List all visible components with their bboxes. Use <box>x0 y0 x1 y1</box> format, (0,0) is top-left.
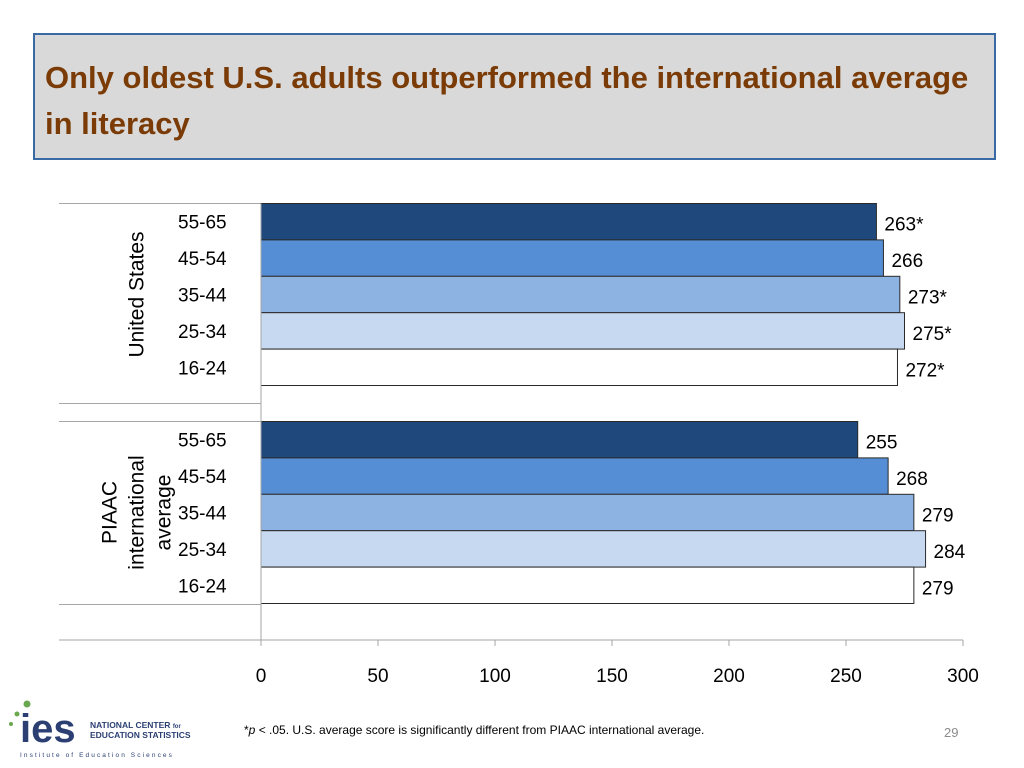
value-label: 284 <box>934 542 966 563</box>
footnote-p: p <box>248 723 256 737</box>
value-label: 263* <box>884 215 924 236</box>
logo-dot-icon <box>23 700 31 708</box>
x-tick-label: 150 <box>596 666 628 687</box>
bar <box>260 348 898 387</box>
value-label: 268 <box>896 469 928 490</box>
value-label: 275* <box>913 324 953 345</box>
group-label: average <box>153 475 176 551</box>
x-tick-label: 200 <box>713 666 745 687</box>
footnote: *p < .05. U.S. average score is signific… <box>244 723 704 737</box>
bar <box>260 275 901 314</box>
value-label: 266 <box>891 251 923 272</box>
ies-logo: ies NATIONAL CENTER for EDUCATION STATIS… <box>9 700 191 759</box>
bar <box>260 239 884 277</box>
value-label: 272* <box>905 360 945 381</box>
value-label: 273* <box>908 288 948 309</box>
x-tick-label: 250 <box>830 666 862 687</box>
x-tick-label: 0 <box>256 666 267 687</box>
x-tick-label: 50 <box>367 666 388 687</box>
bar <box>260 421 859 459</box>
category-label: 25-34 <box>178 322 227 343</box>
category-label: 16-24 <box>178 576 227 597</box>
category-label: 16-24 <box>178 358 227 379</box>
title-panel: Only oldest U.S. adults outperformed the… <box>33 33 996 160</box>
logo-line2: EDUCATION STATISTICS <box>90 730 191 740</box>
logo-dot-icon <box>14 711 20 717</box>
logo-line1: NATIONAL CENTER for <box>90 720 181 730</box>
group-label: PIAAC <box>99 481 122 544</box>
category-label: 25-34 <box>178 540 227 561</box>
footnote-text: < .05. U.S. average score is significant… <box>255 723 705 737</box>
bar <box>260 312 905 350</box>
logo-tagline: Institute of Education Sciences <box>20 752 174 759</box>
category-label: 55-65 <box>178 213 227 234</box>
x-tick-label: 100 <box>479 666 511 687</box>
value-label: 279 <box>922 506 954 527</box>
category-label: 35-44 <box>178 286 227 307</box>
category-label: 55-65 <box>178 431 227 452</box>
group-label: United States <box>126 231 149 357</box>
bar <box>260 203 877 241</box>
page-number: 29 <box>944 725 959 740</box>
bar <box>260 566 915 604</box>
logo-mark: ies <box>20 707 76 751</box>
x-tick-label: 300 <box>947 666 979 687</box>
bar <box>260 493 915 532</box>
slide-title: Only oldest U.S. adults outperformed the… <box>45 60 969 141</box>
bar-chart: 55-65 263* 45-54 266 35-44 273* 25-34 275* 16-24… <box>59 203 979 687</box>
bar <box>260 530 927 568</box>
group-label: international <box>126 455 149 569</box>
footnote-mark: * <box>244 723 249 737</box>
category-label: 45-54 <box>178 467 227 488</box>
bar <box>260 457 889 495</box>
value-label: 255 <box>866 433 898 454</box>
category-label: 35-44 <box>178 504 227 525</box>
logo-dot-icon <box>9 722 13 726</box>
value-label: 279 <box>922 578 954 599</box>
category-label: 45-54 <box>178 249 227 270</box>
